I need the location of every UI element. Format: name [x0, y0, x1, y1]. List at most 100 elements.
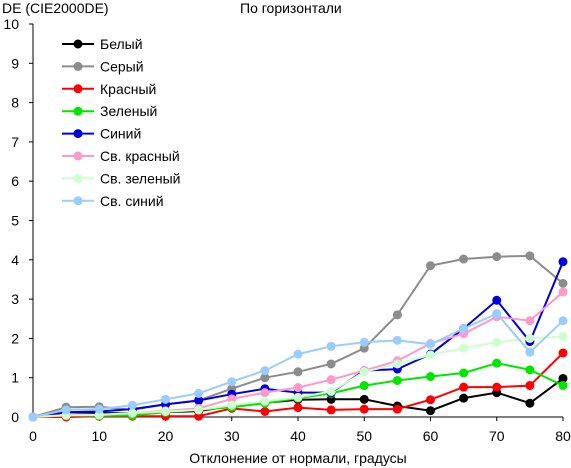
series-8 — [28, 309, 568, 422]
data-point — [558, 331, 568, 341]
legend-swatch-marker — [73, 39, 83, 49]
legend-item-3: Красный — [62, 81, 156, 97]
data-point — [459, 254, 469, 264]
x-tick-label: 70 — [489, 428, 505, 444]
data-point — [260, 373, 270, 383]
data-point — [260, 406, 270, 416]
data-point — [492, 309, 502, 319]
data-point — [359, 367, 369, 377]
data-point — [459, 382, 469, 392]
data-point — [492, 295, 502, 305]
data-point — [127, 408, 137, 418]
data-point — [558, 287, 568, 297]
x-tick-label: 80 — [555, 428, 571, 444]
data-point — [293, 392, 303, 402]
y-tick-label: 8 — [11, 95, 19, 111]
legend-swatch-marker — [73, 151, 83, 161]
data-point — [459, 368, 469, 378]
data-point — [260, 396, 270, 406]
data-point — [392, 404, 402, 414]
data-point — [227, 377, 237, 387]
data-point — [492, 382, 502, 392]
x-tick-label: 40 — [290, 428, 306, 444]
data-point — [359, 381, 369, 391]
data-point — [326, 341, 336, 351]
legend-label: Зеленый — [100, 103, 157, 119]
y-tick-label: 5 — [11, 213, 19, 229]
data-point — [525, 347, 535, 357]
data-point — [194, 395, 204, 405]
y-tick-label: 10 — [3, 16, 19, 32]
data-point — [293, 403, 303, 413]
data-point — [293, 367, 303, 377]
y-tick-label: 2 — [11, 330, 19, 346]
data-point — [392, 310, 402, 320]
data-point — [61, 405, 71, 415]
data-point — [525, 316, 535, 326]
data-point — [161, 394, 170, 404]
data-point — [525, 365, 535, 375]
x-tick-label: 0 — [29, 428, 37, 444]
data-point — [525, 381, 535, 391]
data-point — [326, 359, 336, 369]
data-point — [293, 383, 303, 393]
data-point — [525, 251, 535, 261]
data-point — [161, 406, 170, 416]
data-point — [558, 257, 568, 267]
series-layer — [28, 251, 568, 422]
data-point — [227, 400, 237, 410]
data-point — [392, 335, 402, 345]
series-7 — [28, 331, 568, 422]
x-tick-label: 20 — [158, 428, 174, 444]
data-point — [558, 278, 568, 288]
legend-swatch-marker — [73, 129, 83, 139]
data-point — [359, 404, 369, 414]
legend-label: Серый — [100, 58, 144, 74]
legend-item-7: Св. зеленый — [62, 170, 180, 186]
data-point — [94, 404, 104, 414]
data-point — [492, 358, 502, 368]
data-point — [359, 337, 369, 347]
legend: Белый Серый Красный Зеленый Синий Св. красный… — [62, 36, 180, 209]
x-tick-label: 10 — [91, 428, 107, 444]
data-point — [28, 412, 38, 422]
x-tick-label: 30 — [224, 428, 240, 444]
y-tick-label: 3 — [11, 291, 19, 307]
legend-label: Св. красный — [100, 148, 180, 164]
legend-label: Синий — [100, 126, 141, 142]
legend-swatch-marker — [73, 196, 83, 206]
legend-item-5: Синий — [62, 126, 141, 142]
legend-swatch-marker — [73, 61, 83, 71]
data-point — [492, 252, 502, 262]
data-point — [326, 386, 336, 396]
data-point — [326, 405, 336, 415]
x-tick-label: 50 — [356, 428, 372, 444]
y-tick-label: 6 — [11, 173, 19, 189]
legend-label: Св. зеленый — [100, 170, 180, 186]
y-tick-label: 1 — [11, 370, 19, 386]
data-point — [426, 350, 435, 360]
data-point — [194, 405, 204, 415]
data-point — [227, 394, 237, 404]
legend-item-6: Св. красный — [62, 148, 180, 164]
data-point — [326, 375, 336, 385]
data-point — [459, 393, 469, 403]
y-tick-label: 9 — [11, 55, 19, 71]
data-point — [525, 398, 535, 408]
legend-label: Св. синий — [100, 193, 164, 209]
data-point — [260, 388, 270, 398]
data-point — [558, 373, 568, 383]
y-tick-label: 0 — [11, 409, 19, 425]
legend-label: Красный — [100, 81, 156, 97]
x-axis-title: Отклонение от нормали, градусы — [189, 450, 406, 466]
chart-title: По горизонтали — [240, 0, 342, 16]
data-point — [392, 375, 402, 385]
data-point — [392, 359, 402, 369]
data-point — [426, 406, 435, 416]
data-point — [426, 261, 435, 271]
legend-item-4: Зеленый — [62, 103, 157, 119]
y-tick-label: 4 — [11, 252, 19, 268]
data-point — [359, 394, 369, 404]
data-point — [260, 366, 270, 376]
